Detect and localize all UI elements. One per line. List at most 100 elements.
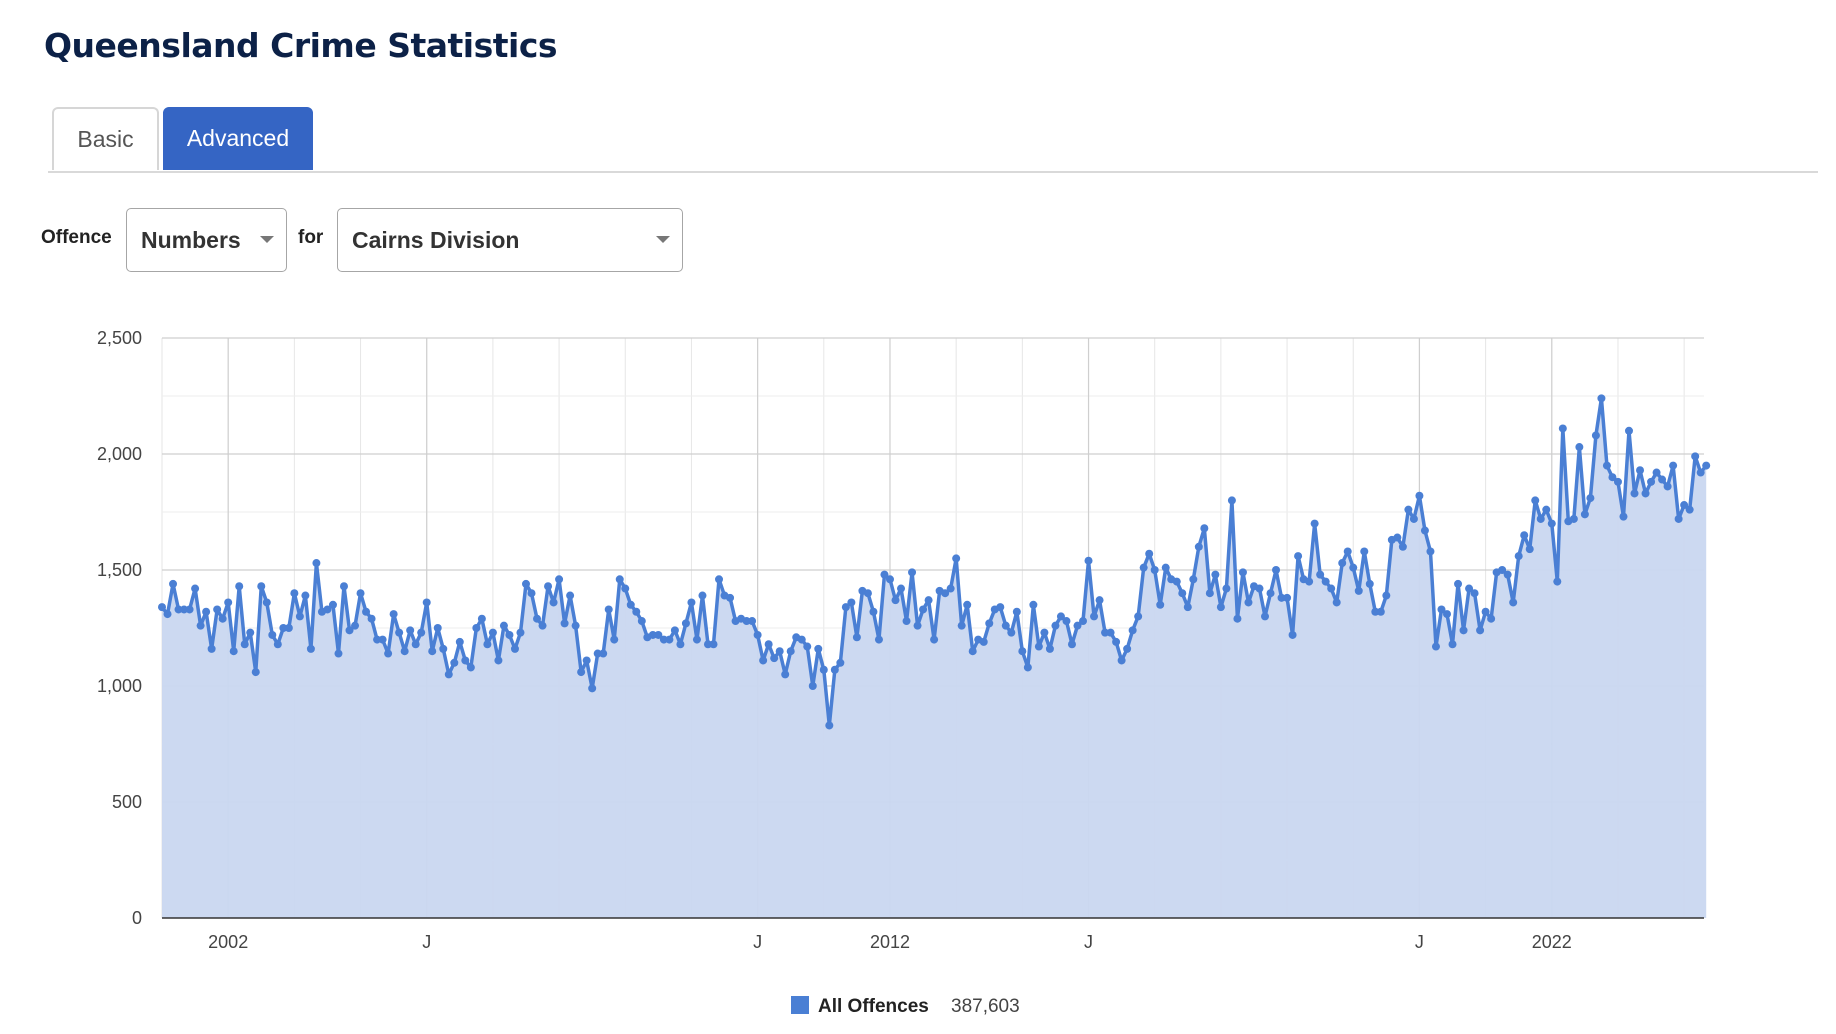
data-point[interactable] [174, 605, 183, 614]
data-point[interactable] [919, 605, 928, 614]
data-point[interactable] [753, 630, 762, 639]
data-point[interactable] [814, 644, 823, 653]
data-point[interactable] [163, 610, 172, 619]
data-point[interactable] [632, 607, 641, 616]
data-point[interactable] [874, 635, 883, 644]
data-point[interactable] [1569, 514, 1578, 523]
data-point[interactable] [1172, 577, 1181, 586]
data-point[interactable] [395, 628, 404, 637]
data-point[interactable] [1376, 607, 1385, 616]
data-point[interactable] [1095, 596, 1104, 605]
data-point[interactable] [499, 621, 508, 630]
data-point[interactable] [439, 644, 448, 653]
data-point[interactable] [417, 628, 426, 637]
data-point[interactable] [213, 605, 222, 614]
data-point[interactable] [1371, 607, 1380, 616]
data-point[interactable] [1404, 505, 1413, 514]
data-point[interactable] [1272, 566, 1281, 574]
data-point[interactable] [709, 640, 718, 649]
data-point[interactable] [1321, 577, 1330, 586]
region-select[interactable]: Cairns Division [337, 208, 683, 272]
data-point[interactable] [1112, 637, 1121, 646]
data-point[interactable] [1613, 477, 1622, 486]
data-point[interactable] [775, 647, 784, 656]
data-point[interactable] [483, 640, 492, 649]
data-point[interactable] [1145, 549, 1154, 558]
data-point[interactable] [841, 603, 850, 612]
data-point[interactable] [373, 635, 382, 644]
data-point[interactable] [521, 579, 530, 588]
data-point[interactable] [1134, 612, 1143, 621]
data-point[interactable] [1443, 610, 1451, 619]
data-point[interactable] [698, 591, 707, 600]
data-point[interactable] [505, 630, 514, 639]
data-point[interactable] [1056, 612, 1065, 621]
data-point[interactable] [284, 624, 293, 632]
data-point[interactable] [1178, 589, 1187, 598]
data-point[interactable] [1470, 589, 1479, 598]
data-point[interactable] [952, 554, 961, 563]
data-point[interactable] [1012, 607, 1021, 616]
data-point[interactable] [400, 647, 409, 656]
data-point[interactable] [819, 665, 828, 674]
data-point[interactable] [880, 570, 889, 579]
data-point[interactable] [1520, 531, 1529, 540]
data-point[interactable] [455, 637, 464, 646]
data-point[interactable] [1084, 556, 1093, 565]
data-point[interactable] [466, 663, 475, 672]
data-point[interactable] [1426, 547, 1435, 556]
data-point[interactable] [648, 630, 657, 639]
data-point[interactable] [626, 600, 635, 609]
data-point[interactable] [1685, 505, 1694, 514]
data-point[interactable] [1630, 489, 1639, 498]
data-point[interactable] [1525, 545, 1534, 554]
offence-select[interactable]: Numbers [126, 208, 287, 272]
data-point[interactable] [191, 584, 200, 593]
data-point[interactable] [593, 649, 602, 658]
data-point[interactable] [1365, 579, 1374, 588]
data-point[interactable] [351, 621, 360, 630]
tab-advanced[interactable]: Advanced [163, 107, 313, 170]
data-point[interactable] [1194, 542, 1203, 551]
data-point[interactable] [389, 610, 398, 619]
data-point[interactable] [908, 568, 917, 577]
data-point[interactable] [1349, 563, 1358, 572]
data-point[interactable] [913, 621, 922, 630]
data-point[interactable] [1674, 514, 1683, 523]
data-point[interactable] [1189, 575, 1198, 584]
data-point[interactable] [726, 593, 735, 602]
data-point[interactable] [1514, 552, 1523, 561]
data-point[interactable] [1509, 598, 1518, 607]
data-point[interactable] [444, 670, 453, 679]
data-point[interactable] [742, 617, 751, 626]
data-point[interactable] [582, 656, 591, 665]
data-point[interactable] [941, 589, 950, 598]
data-point[interactable] [1288, 630, 1297, 639]
data-point[interactable] [1283, 593, 1292, 602]
data-point[interactable] [1431, 642, 1440, 651]
data-point[interactable] [356, 589, 365, 598]
data-point[interactable] [852, 633, 861, 642]
data-point[interactable] [1360, 547, 1369, 556]
data-point[interactable] [235, 582, 244, 591]
legend[interactable]: All Offences 387,603 [791, 996, 1020, 1017]
data-point[interactable] [262, 598, 271, 607]
data-point[interactable] [1294, 552, 1303, 561]
data-point[interactable] [1205, 589, 1214, 598]
data-point[interactable] [1045, 644, 1054, 653]
data-point[interactable] [825, 721, 834, 730]
data-point[interactable] [1531, 496, 1540, 505]
data-point[interactable] [1702, 461, 1711, 470]
data-point[interactable] [1216, 603, 1225, 612]
data-point[interactable] [1305, 577, 1314, 586]
data-point[interactable] [748, 617, 757, 626]
data-point[interactable] [621, 584, 630, 593]
data-point[interactable] [1641, 489, 1650, 498]
data-point[interactable] [897, 584, 906, 593]
data-point[interactable] [279, 624, 288, 632]
data-point[interactable] [362, 607, 371, 616]
data-point[interactable] [560, 619, 569, 628]
data-point[interactable] [224, 598, 233, 607]
data-point[interactable] [510, 644, 519, 653]
data-point[interactable] [869, 607, 878, 616]
